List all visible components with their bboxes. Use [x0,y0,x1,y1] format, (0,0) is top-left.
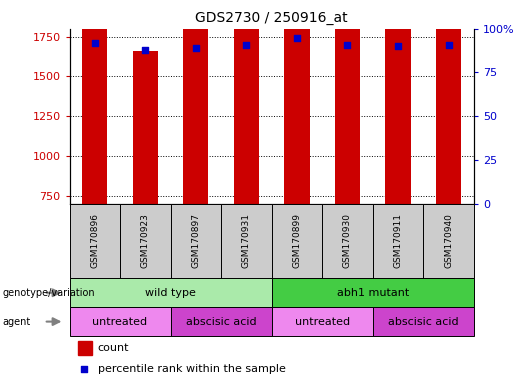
Bar [70,204,120,278]
Text: untreated: untreated [93,316,148,327]
Point [344,41,352,48]
Point [141,47,149,53]
Text: wild type: wild type [145,288,196,298]
Bar [436,5,461,204]
Title: GDS2730 / 250916_at: GDS2730 / 250916_at [195,11,348,25]
Bar [272,278,474,307]
Point [80,366,89,372]
Text: genotype/variation: genotype/variation [3,288,95,298]
Text: GSM170899: GSM170899 [293,214,301,268]
Point [394,43,402,49]
Bar [272,307,373,336]
Bar [70,307,170,336]
Bar [170,307,272,336]
Point [242,41,250,48]
Bar [234,0,259,204]
Text: untreated: untreated [295,316,350,327]
Bar [78,341,92,354]
Text: GSM170940: GSM170940 [444,214,453,268]
Text: GSM170930: GSM170930 [343,214,352,268]
Point [91,40,99,46]
Bar [373,307,474,336]
Text: abh1 mutant: abh1 mutant [337,288,409,298]
Text: GSM170897: GSM170897 [192,214,200,268]
Text: percentile rank within the sample: percentile rank within the sample [98,364,286,374]
Text: GSM170911: GSM170911 [393,214,403,268]
Bar [170,204,221,278]
Text: GSM170896: GSM170896 [90,214,99,268]
Bar [322,204,373,278]
Text: abscisic acid: abscisic acid [186,316,256,327]
Bar [120,204,170,278]
Bar [183,29,209,204]
Point [444,41,453,48]
Bar [70,278,272,307]
Bar [373,204,423,278]
Bar [385,10,410,204]
Bar [284,0,310,204]
Text: GSM170931: GSM170931 [242,214,251,268]
Bar [82,0,108,204]
Text: abscisic acid: abscisic acid [388,316,458,327]
Bar [272,204,322,278]
Point [192,45,200,51]
Bar [221,204,271,278]
Text: agent: agent [3,316,31,327]
Point [293,35,301,41]
Bar [133,51,158,204]
Bar [335,3,360,204]
Text: GSM170923: GSM170923 [141,214,150,268]
Text: count: count [98,343,129,353]
Bar [423,204,474,278]
